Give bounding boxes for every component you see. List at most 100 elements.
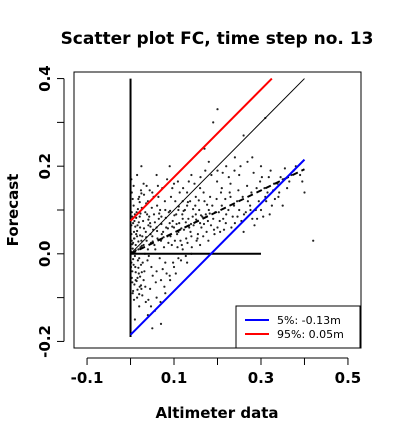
data-point — [155, 270, 158, 273]
data-point — [227, 208, 230, 212]
data-point — [182, 228, 186, 231]
data-point — [194, 213, 197, 216]
data-point — [153, 243, 156, 247]
y-tick-label: 0.0 — [36, 241, 54, 268]
data-point — [233, 156, 236, 159]
data-point — [233, 222, 236, 225]
data-point — [265, 200, 268, 203]
data-point — [202, 191, 205, 194]
data-point — [132, 204, 135, 207]
data-point — [266, 191, 269, 194]
data-point — [155, 173, 158, 177]
data-point — [242, 213, 246, 216]
data-point — [236, 200, 239, 203]
data-point — [194, 195, 197, 198]
data-point — [140, 192, 143, 195]
data-point — [131, 197, 134, 201]
data-point — [144, 300, 147, 304]
data-point — [172, 265, 176, 269]
data-point — [150, 265, 153, 269]
y-tick-label: 0.4 — [36, 65, 54, 92]
data-point — [184, 221, 187, 224]
data-point — [132, 241, 135, 244]
plot-frame — [73, 71, 362, 349]
y-tick-label: 0.2 — [36, 153, 54, 180]
data-point — [205, 230, 208, 233]
data-point — [251, 156, 254, 159]
data-point — [168, 222, 171, 225]
data-point — [199, 187, 202, 190]
data-point — [220, 204, 223, 207]
data-point — [249, 208, 252, 212]
data-point — [187, 180, 190, 183]
data-point — [195, 218, 198, 221]
data-point — [139, 284, 143, 287]
data-point — [162, 246, 166, 249]
data-point — [174, 200, 177, 203]
data-point — [270, 204, 273, 207]
data-point — [216, 226, 219, 229]
data-point — [148, 189, 151, 192]
data-point — [207, 160, 210, 163]
data-point — [165, 272, 168, 275]
data-point — [221, 171, 224, 174]
data-point — [251, 217, 254, 220]
data-point — [178, 222, 181, 225]
data-point — [212, 121, 215, 124]
x-tick-label: 0.5 — [335, 369, 362, 387]
data-point — [161, 268, 164, 271]
data-point — [131, 292, 134, 295]
data-point — [230, 226, 233, 229]
data-point — [142, 219, 145, 223]
data-point — [166, 227, 169, 230]
data-point — [137, 197, 140, 201]
data-point — [263, 187, 266, 190]
data-point — [142, 243, 145, 247]
data-point — [149, 305, 153, 308]
data-point — [268, 213, 271, 216]
data-point — [260, 176, 263, 179]
data-point — [236, 215, 239, 218]
data-point — [169, 279, 172, 282]
data-point — [166, 178, 169, 181]
line-identity — [130, 78, 305, 255]
data-point — [142, 182, 145, 185]
data-point — [253, 224, 256, 227]
data-point — [172, 226, 176, 229]
data-point — [144, 230, 147, 233]
data-point — [133, 254, 136, 258]
data-point — [175, 213, 178, 216]
data-point — [133, 237, 136, 240]
data-point — [204, 169, 207, 172]
data-point — [185, 237, 188, 240]
data-point — [156, 184, 159, 187]
data-point — [181, 217, 184, 220]
data-point — [218, 219, 221, 223]
data-point — [138, 195, 141, 198]
data-point — [212, 228, 216, 231]
data-point — [242, 230, 245, 233]
data-point — [259, 208, 263, 212]
data-point — [157, 195, 160, 198]
data-point — [148, 215, 151, 218]
data-point — [138, 215, 141, 218]
data-point — [139, 234, 142, 237]
data-point — [241, 195, 244, 198]
data-point — [158, 257, 161, 260]
data-point — [267, 176, 270, 179]
data-point — [178, 191, 181, 194]
data-point — [210, 173, 213, 177]
data-point — [211, 204, 214, 207]
data-point — [140, 287, 143, 290]
data-point — [238, 208, 241, 212]
data-point — [196, 233, 199, 236]
data-point — [139, 212, 142, 215]
data-point — [176, 246, 179, 249]
data-point — [138, 305, 141, 308]
data-point — [186, 241, 189, 244]
data-point — [206, 219, 209, 223]
data-point — [173, 239, 176, 242]
data-point — [202, 222, 206, 226]
data-point — [169, 195, 173, 198]
